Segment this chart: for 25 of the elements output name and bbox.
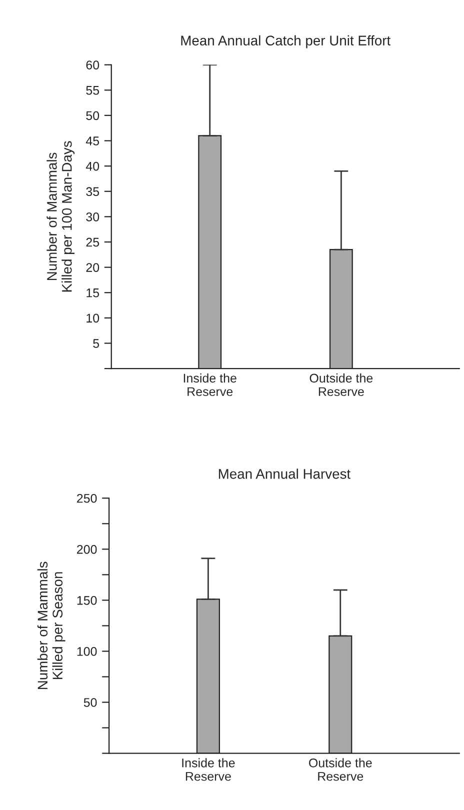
y-axis-title: Number of Mammals Killed per 100 Man-Days — [46, 141, 75, 292]
y-tick-label: 250 — [77, 494, 97, 503]
chart-title: Mean Annual Harvest — [218, 468, 350, 479]
y-tick-label: 50 — [86, 111, 100, 120]
y-tick-label: 15 — [86, 288, 100, 298]
y-tick-label: 150 — [77, 596, 97, 605]
y-tick-label: 25 — [86, 238, 100, 247]
y-tick-label: 20 — [86, 263, 100, 272]
y-tick-label: 5 — [93, 339, 100, 348]
y-tick-label: 60 — [86, 60, 100, 70]
x-tick-label: Inside the Reserve — [184, 373, 236, 396]
y-tick-label: 55 — [86, 86, 100, 95]
y-tick-label: 50 — [84, 698, 97, 707]
x-tick-label: Outside the Reserve — [310, 373, 373, 396]
y-tick-label: 100 — [77, 647, 97, 656]
y-tick-label: 30 — [86, 212, 100, 222]
y-tick-label: 40 — [86, 162, 100, 171]
x-tick-label: Outside the Reserve — [309, 758, 372, 781]
y-tick-label: 10 — [86, 314, 100, 323]
y-tick-label: 45 — [86, 136, 100, 146]
y-tick-label: 35 — [86, 187, 100, 196]
x-tick-label: Inside the Reserve — [182, 758, 235, 781]
y-axis-title: Number of Mammals Killed per Season — [37, 562, 66, 690]
chart-title: Mean Annual Catch per Unit Effort — [181, 35, 391, 48]
y-tick-label: 200 — [77, 544, 97, 554]
